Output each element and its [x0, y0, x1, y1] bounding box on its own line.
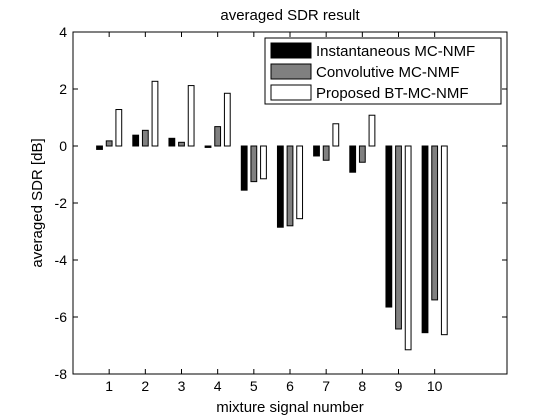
bar-s3-7: [332, 123, 340, 147]
legend-swatch-proposed: [270, 84, 312, 101]
bar-s1-4: [204, 145, 212, 148]
bar-s2-3: [178, 141, 185, 147]
x-tick-label: 1: [105, 378, 113, 394]
bar-s2-6: [286, 145, 294, 227]
y-axis-label: averaged SDR [dB]: [29, 138, 46, 267]
legend-swatch-convolutive: [270, 63, 312, 80]
y-tick-label: -8: [55, 366, 68, 382]
legend-label-convolutive: Convolutive MC-NMF: [316, 64, 459, 81]
y-tick-label: 2: [59, 81, 67, 97]
y-tick-label: -4: [55, 252, 68, 268]
legend-label-instantaneous: Instantaneous MC-NMF: [316, 43, 475, 60]
bar-s3-9: [404, 145, 412, 351]
bar-s2-8: [358, 145, 366, 163]
bars-group: [96, 80, 448, 351]
bar-s2-7: [322, 145, 330, 161]
bar-s3-5: [260, 145, 267, 180]
chart-title: averaged SDR result: [220, 7, 360, 24]
bar-s1-10: [421, 145, 429, 334]
legend-label-proposed: Proposed BT-MC-NMF: [316, 85, 469, 102]
bar-s2-1: [105, 140, 113, 147]
y-tick-label: 4: [59, 24, 67, 40]
x-tick-label: 2: [141, 378, 149, 394]
bar-s3-2: [151, 80, 159, 147]
x-tick-label: 9: [395, 378, 403, 394]
bar-s2-4: [214, 126, 222, 147]
x-tick-label: 7: [322, 378, 330, 394]
bar-s3-3: [187, 85, 195, 147]
bar-s2-5: [250, 145, 258, 183]
bar-s1-9: [385, 145, 393, 308]
bar-s3-10: [440, 145, 448, 336]
bar-s3-4: [223, 92, 231, 147]
x-tick-label: 4: [214, 378, 222, 394]
bar-s2-9: [395, 145, 402, 330]
x-tick-label: 5: [250, 378, 258, 394]
x-tick-label: 10: [427, 378, 443, 394]
bar-s1-1: [96, 145, 103, 150]
bar-s1-5: [240, 145, 248, 191]
bar-s2-10: [431, 145, 439, 301]
legend-swatch-instantaneous: [270, 42, 312, 59]
bar-s1-3: [168, 137, 176, 147]
y-tick-label: 0: [59, 138, 67, 154]
legend: Instantaneous MC-NMF Convolutive MC-NMF …: [264, 37, 502, 105]
bar-s3-8: [368, 114, 376, 147]
x-tick-label: 3: [178, 378, 186, 394]
x-tick-label: 8: [358, 378, 366, 394]
bar-s1-8: [349, 145, 357, 173]
y-tick-label: -6: [55, 309, 68, 325]
y-tick-label: -2: [55, 195, 68, 211]
x-tick-label: 6: [286, 378, 294, 394]
bar-s1-2: [132, 134, 140, 147]
ticks-group: [73, 31, 507, 375]
tick-labels-group: -8 -6 -4 -2 0 2 4 1 2 3 4 5 6 7 8 9 10: [55, 24, 443, 394]
bar-s2-2: [141, 129, 149, 147]
bar-s3-1: [115, 109, 123, 147]
bar-s1-7: [313, 145, 320, 157]
bar-s1-6: [276, 145, 284, 228]
x-axis-label: mixture signal number: [216, 399, 364, 416]
bar-s3-6: [296, 145, 304, 220]
